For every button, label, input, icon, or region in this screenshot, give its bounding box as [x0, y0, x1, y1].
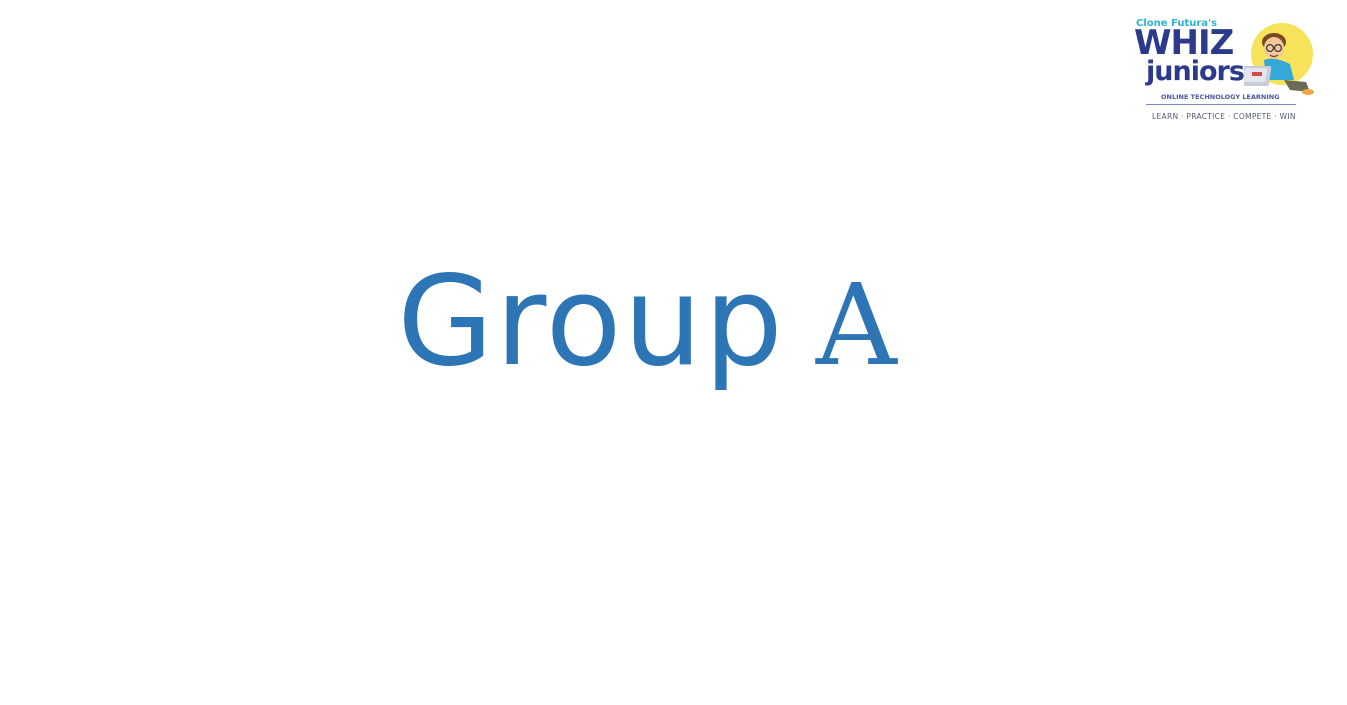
logo-tagline: LEARN · PRACTICE · COMPETE · WIN — [1152, 112, 1296, 121]
slide-title-letter: A — [815, 261, 897, 391]
whiz-juniors-logo: Clone Futura's WHIZ juniors ONLINE TECHN… — [1132, 16, 1314, 126]
logo-top-text: Clone Futura's — [1136, 18, 1218, 29]
slide-title: Group A — [0, 248, 1294, 398]
boy-with-laptop-icon — [1244, 23, 1314, 95]
logo-divider — [1146, 104, 1296, 105]
slide-title-word: Group — [397, 250, 785, 394]
logo-juniors-text: juniors — [1146, 56, 1245, 87]
logo-subtitle: ONLINE TECHNOLOGY LEARNING — [1161, 93, 1280, 101]
logo-whiz-text: WHIZ — [1134, 23, 1234, 63]
